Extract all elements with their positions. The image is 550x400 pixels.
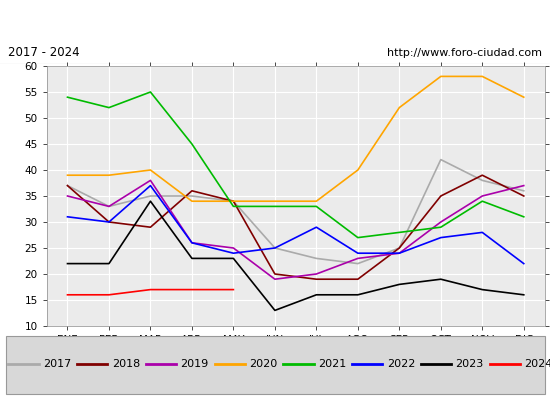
FancyBboxPatch shape [6,336,544,394]
Text: 2021: 2021 [318,358,346,369]
Text: 2017 - 2024: 2017 - 2024 [8,46,80,59]
Text: 2020: 2020 [249,358,277,369]
Text: 2022: 2022 [387,358,415,369]
Text: 2017: 2017 [43,358,71,369]
Text: http://www.foro-ciudad.com: http://www.foro-ciudad.com [387,48,542,58]
Text: 2018: 2018 [112,358,140,369]
Text: 2019: 2019 [180,358,208,369]
Text: 2023: 2023 [455,358,483,369]
Text: 2024: 2024 [524,358,550,369]
Text: Evolucion del paro registrado en Rena: Evolucion del paro registrado en Rena [117,12,433,30]
